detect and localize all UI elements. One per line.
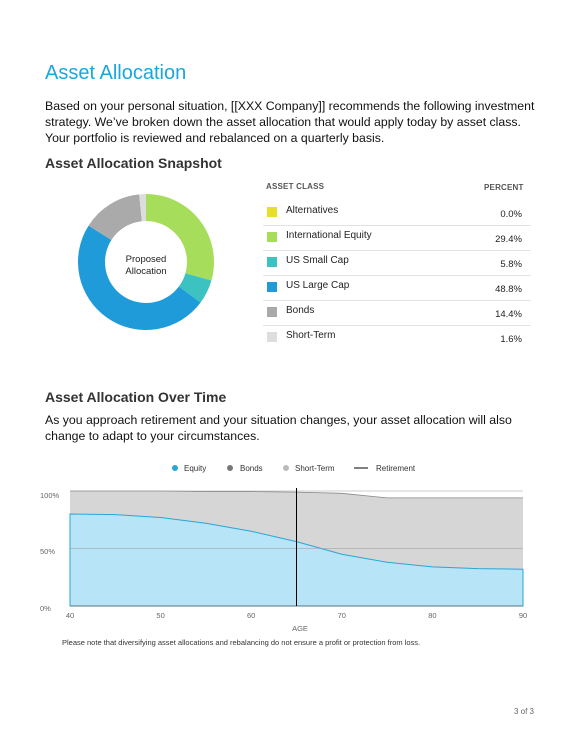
x-axis-label: AGE <box>292 624 308 633</box>
over-time-heading: Asset Allocation Over Time <box>45 389 227 405</box>
legend-marker-equity <box>172 465 178 471</box>
table-row: Short-Term 1.6% <box>263 325 531 350</box>
percent-value: 5.8% <box>500 259 522 270</box>
donut-slice-us-large-cap <box>77 225 201 331</box>
y-tick-label: 50% <box>40 547 55 556</box>
x-tick-label: 70 <box>338 611 346 620</box>
donut-center-label-1: Proposed <box>126 254 167 265</box>
asset-class-label: International Equity <box>286 230 372 241</box>
asset-class-label: US Large Cap <box>286 280 350 291</box>
donut-slice-short-term <box>139 194 146 222</box>
snapshot-heading: Asset Allocation Snapshot <box>45 155 222 171</box>
percent-value: 1.6% <box>500 334 522 345</box>
percent-value: 48.8% <box>495 284 522 295</box>
color-swatch <box>267 332 277 342</box>
y-tick-label: 0% <box>40 604 51 613</box>
chart-legend: Equity Bonds Short-Term Retirement <box>172 464 416 473</box>
table-row: US Small Cap 5.8% <box>263 250 531 276</box>
table-row: Bonds 14.4% <box>263 300 531 326</box>
disclaimer-text: Please note that diversifying asset allo… <box>62 638 421 647</box>
over-time-text: As you approach retirement and your situ… <box>45 413 512 443</box>
table-header-percent: PERCENT <box>484 183 524 192</box>
legend-label-equity: Equity <box>184 464 206 473</box>
donut-slice-international-equity <box>146 194 214 281</box>
asset-class-label: Short-Term <box>286 330 336 341</box>
percent-value: 0.0% <box>500 209 522 220</box>
color-swatch <box>267 207 277 217</box>
intro-text: Based on your personal situation, [[XXX … <box>45 99 535 145</box>
donut-center-label-2: Allocation <box>125 266 166 277</box>
table-row: US Large Cap 48.8% <box>263 275 531 301</box>
x-tick-label: 80 <box>428 611 436 620</box>
table-row: International Equity 29.4% <box>263 225 531 251</box>
legend-marker-short-term <box>283 465 289 471</box>
legend-label-short-term: Short-Term <box>295 464 335 473</box>
allocation-donut-chart: Proposed Allocation <box>77 194 214 331</box>
asset-class-label: Bonds <box>286 305 315 316</box>
allocation-over-time-chart: Equity Bonds Short-Term Retirement 100% … <box>40 464 527 633</box>
asset-class-label: Alternatives <box>286 205 339 216</box>
table-header-asset-class: ASSET CLASS <box>266 182 325 191</box>
page-number: 3 of 3 <box>513 707 534 716</box>
legend-label-retirement: Retirement <box>376 464 416 473</box>
x-tick-label: 50 <box>156 611 164 620</box>
x-tick-label: 40 <box>66 611 74 620</box>
donut-slice-bonds <box>88 194 142 241</box>
color-swatch <box>267 232 277 242</box>
y-tick-label: 100% <box>40 491 60 500</box>
x-tick-label: 60 <box>247 611 255 620</box>
legend-label-bonds: Bonds <box>240 464 263 473</box>
donut-slice-us-small-cap <box>178 273 212 303</box>
page-title: Asset Allocation <box>45 62 187 84</box>
table-row: Alternatives 0.0% <box>263 200 531 226</box>
percent-value: 29.4% <box>495 234 522 245</box>
legend-marker-bonds <box>227 465 233 471</box>
color-swatch <box>267 257 277 267</box>
color-swatch <box>267 282 277 292</box>
asset-class-label: US Small Cap <box>286 255 349 266</box>
x-tick-label: 90 <box>519 611 527 620</box>
color-swatch <box>267 307 277 317</box>
percent-value: 14.4% <box>495 309 522 320</box>
